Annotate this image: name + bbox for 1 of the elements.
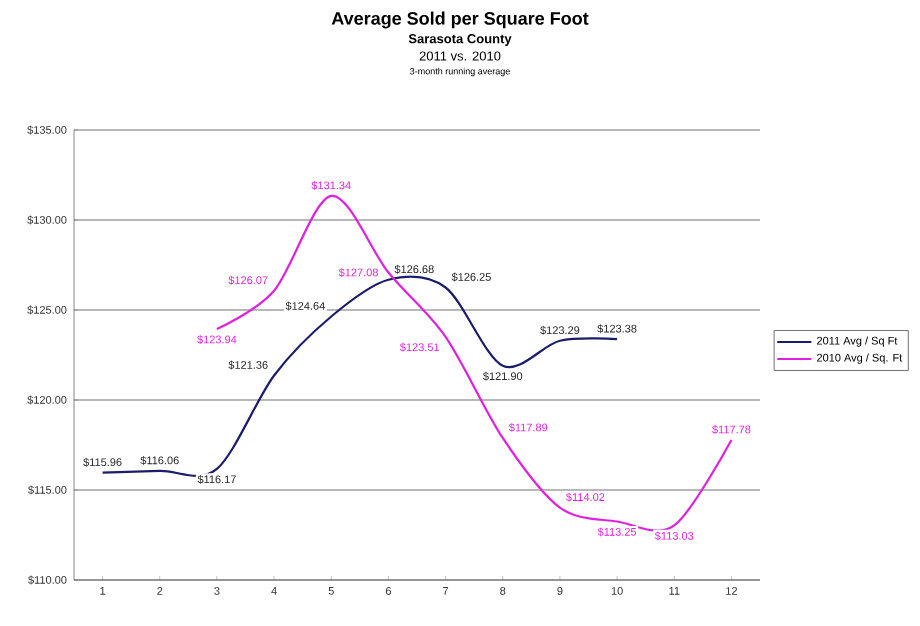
chart-title: Average Sold per Square Foot: [331, 11, 589, 29]
